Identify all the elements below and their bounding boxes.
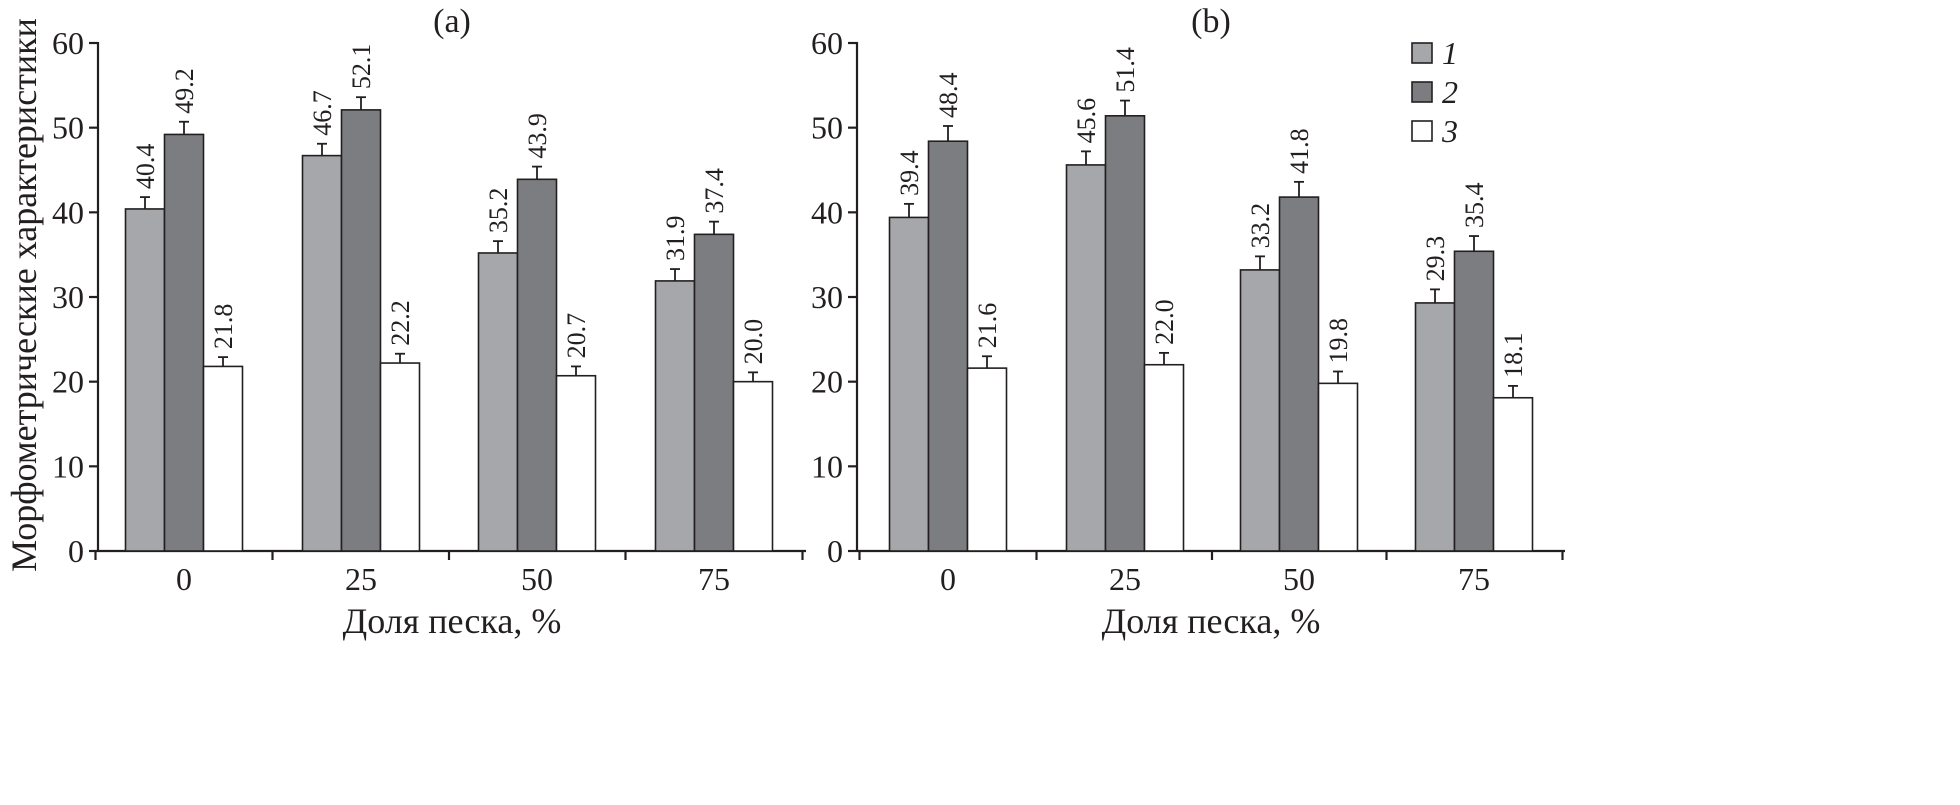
y-tick-label: 0 bbox=[827, 533, 843, 569]
legend-label: 3 bbox=[1441, 113, 1458, 149]
x-axis-title: Доля песка, % bbox=[1102, 601, 1321, 641]
x-tick-label: 50 bbox=[1283, 561, 1315, 597]
data-label: 35.4 bbox=[1460, 183, 1489, 229]
data-label: 18.1 bbox=[1499, 332, 1528, 378]
data-label: 39.4 bbox=[895, 150, 924, 196]
y-tick-label: 50 bbox=[52, 110, 84, 146]
y-tick-label: 20 bbox=[52, 364, 84, 400]
y-tick-label: 60 bbox=[52, 25, 84, 61]
y-tick-label: 0 bbox=[68, 533, 84, 569]
bar-series-3-cat-50 bbox=[555, 374, 597, 552]
data-label: 43.9 bbox=[523, 113, 552, 159]
bar-series-2-cat-50 bbox=[1278, 196, 1320, 552]
data-label: 41.8 bbox=[1285, 128, 1314, 174]
legend-label: 1 bbox=[1442, 35, 1458, 71]
x-tick-label: 0 bbox=[940, 561, 956, 597]
bar-series-2-cat-25 bbox=[340, 109, 382, 552]
panel-title: (b) bbox=[1191, 3, 1231, 40]
data-label: 22.0 bbox=[1150, 299, 1179, 345]
y-tick-label: 40 bbox=[811, 194, 843, 230]
legend-swatch-1 bbox=[1411, 42, 1433, 64]
data-label: 20.7 bbox=[562, 313, 591, 359]
y-tick-label: 60 bbox=[811, 25, 843, 61]
data-label: 20.0 bbox=[739, 319, 768, 365]
data-label: 29.3 bbox=[1421, 236, 1450, 282]
x-tick-label: 25 bbox=[345, 561, 377, 597]
data-label: 33.2 bbox=[1246, 203, 1275, 249]
bar-series-3-cat-25 bbox=[1143, 363, 1185, 552]
data-label: 48.4 bbox=[934, 72, 963, 118]
x-axis-title: Доля песка, % bbox=[343, 601, 562, 641]
bar-series-1-cat-25 bbox=[1065, 164, 1107, 552]
bar-series-3-cat-75 bbox=[732, 380, 774, 552]
bar-series-1-cat-75 bbox=[654, 280, 696, 552]
bar-series-2-cat-0 bbox=[163, 133, 205, 552]
data-label: 21.8 bbox=[209, 304, 238, 350]
data-label: 40.4 bbox=[131, 144, 160, 190]
bar-series-2-cat-50 bbox=[516, 178, 558, 552]
data-label: 21.6 bbox=[973, 303, 1002, 349]
x-tick-label: 25 bbox=[1109, 561, 1141, 597]
x-tick-label: 75 bbox=[1458, 561, 1490, 597]
bar-series-2-cat-25 bbox=[1104, 115, 1146, 552]
data-label: 45.6 bbox=[1072, 98, 1101, 144]
legend-swatch-3 bbox=[1411, 120, 1433, 142]
data-label: 35.2 bbox=[484, 188, 513, 234]
bar-series-2-cat-75 bbox=[1453, 250, 1495, 552]
bar-series-3-cat-25 bbox=[379, 362, 421, 552]
bar-series-2-cat-0 bbox=[927, 140, 969, 552]
y-tick-label: 10 bbox=[52, 448, 84, 484]
y-tick-label: 50 bbox=[811, 110, 843, 146]
y-tick-label: 10 bbox=[811, 448, 843, 484]
legend-swatch-2 bbox=[1411, 81, 1433, 103]
data-label: 37.4 bbox=[700, 168, 729, 214]
bar-series-1-cat-50 bbox=[477, 252, 519, 552]
data-label: 46.7 bbox=[308, 90, 337, 136]
data-label: 22.2 bbox=[386, 300, 415, 346]
y-tick-label: 30 bbox=[52, 279, 84, 315]
data-label: 49.2 bbox=[170, 68, 199, 114]
data-label: 51.4 bbox=[1111, 47, 1140, 93]
x-tick-label: 50 bbox=[521, 561, 553, 597]
y-tick-label: 20 bbox=[811, 364, 843, 400]
bar-series-1-cat-0 bbox=[888, 216, 930, 552]
chart-panel-a: 0 10 20 30 40 50 60 40.4 49.2 21.8 0 46.7 52.1 22.2 25… bbox=[4, 3, 806, 641]
data-label: 19.8 bbox=[1324, 318, 1353, 364]
bar-series-1-cat-0 bbox=[124, 208, 166, 552]
bar-series-1-cat-75 bbox=[1414, 302, 1456, 552]
bar-series-2-cat-75 bbox=[693, 233, 735, 552]
data-label: 52.1 bbox=[347, 44, 376, 90]
y-axis-title: Морфометрические характеристики bbox=[4, 18, 44, 572]
bar-series-1-cat-25 bbox=[301, 154, 343, 552]
legend-label: 2 bbox=[1442, 74, 1458, 110]
data-label: 31.9 bbox=[661, 216, 690, 262]
y-tick-label: 30 bbox=[811, 279, 843, 315]
bar-series-3-cat-50 bbox=[1317, 382, 1359, 552]
chart-panel-b: 010203040506039.448.421.6045.651.422.025… bbox=[811, 3, 1565, 641]
x-tick-label: 0 bbox=[176, 561, 192, 597]
x-tick-label: 75 bbox=[698, 561, 730, 597]
bar-series-3-cat-75 bbox=[1492, 396, 1534, 552]
bar-series-1-cat-50 bbox=[1239, 269, 1281, 552]
bar-series-3-cat-0 bbox=[966, 367, 1008, 552]
y-tick-label: 40 bbox=[52, 194, 84, 230]
bar-series-3-cat-0 bbox=[202, 365, 244, 552]
panel-title: (a) bbox=[433, 3, 471, 40]
